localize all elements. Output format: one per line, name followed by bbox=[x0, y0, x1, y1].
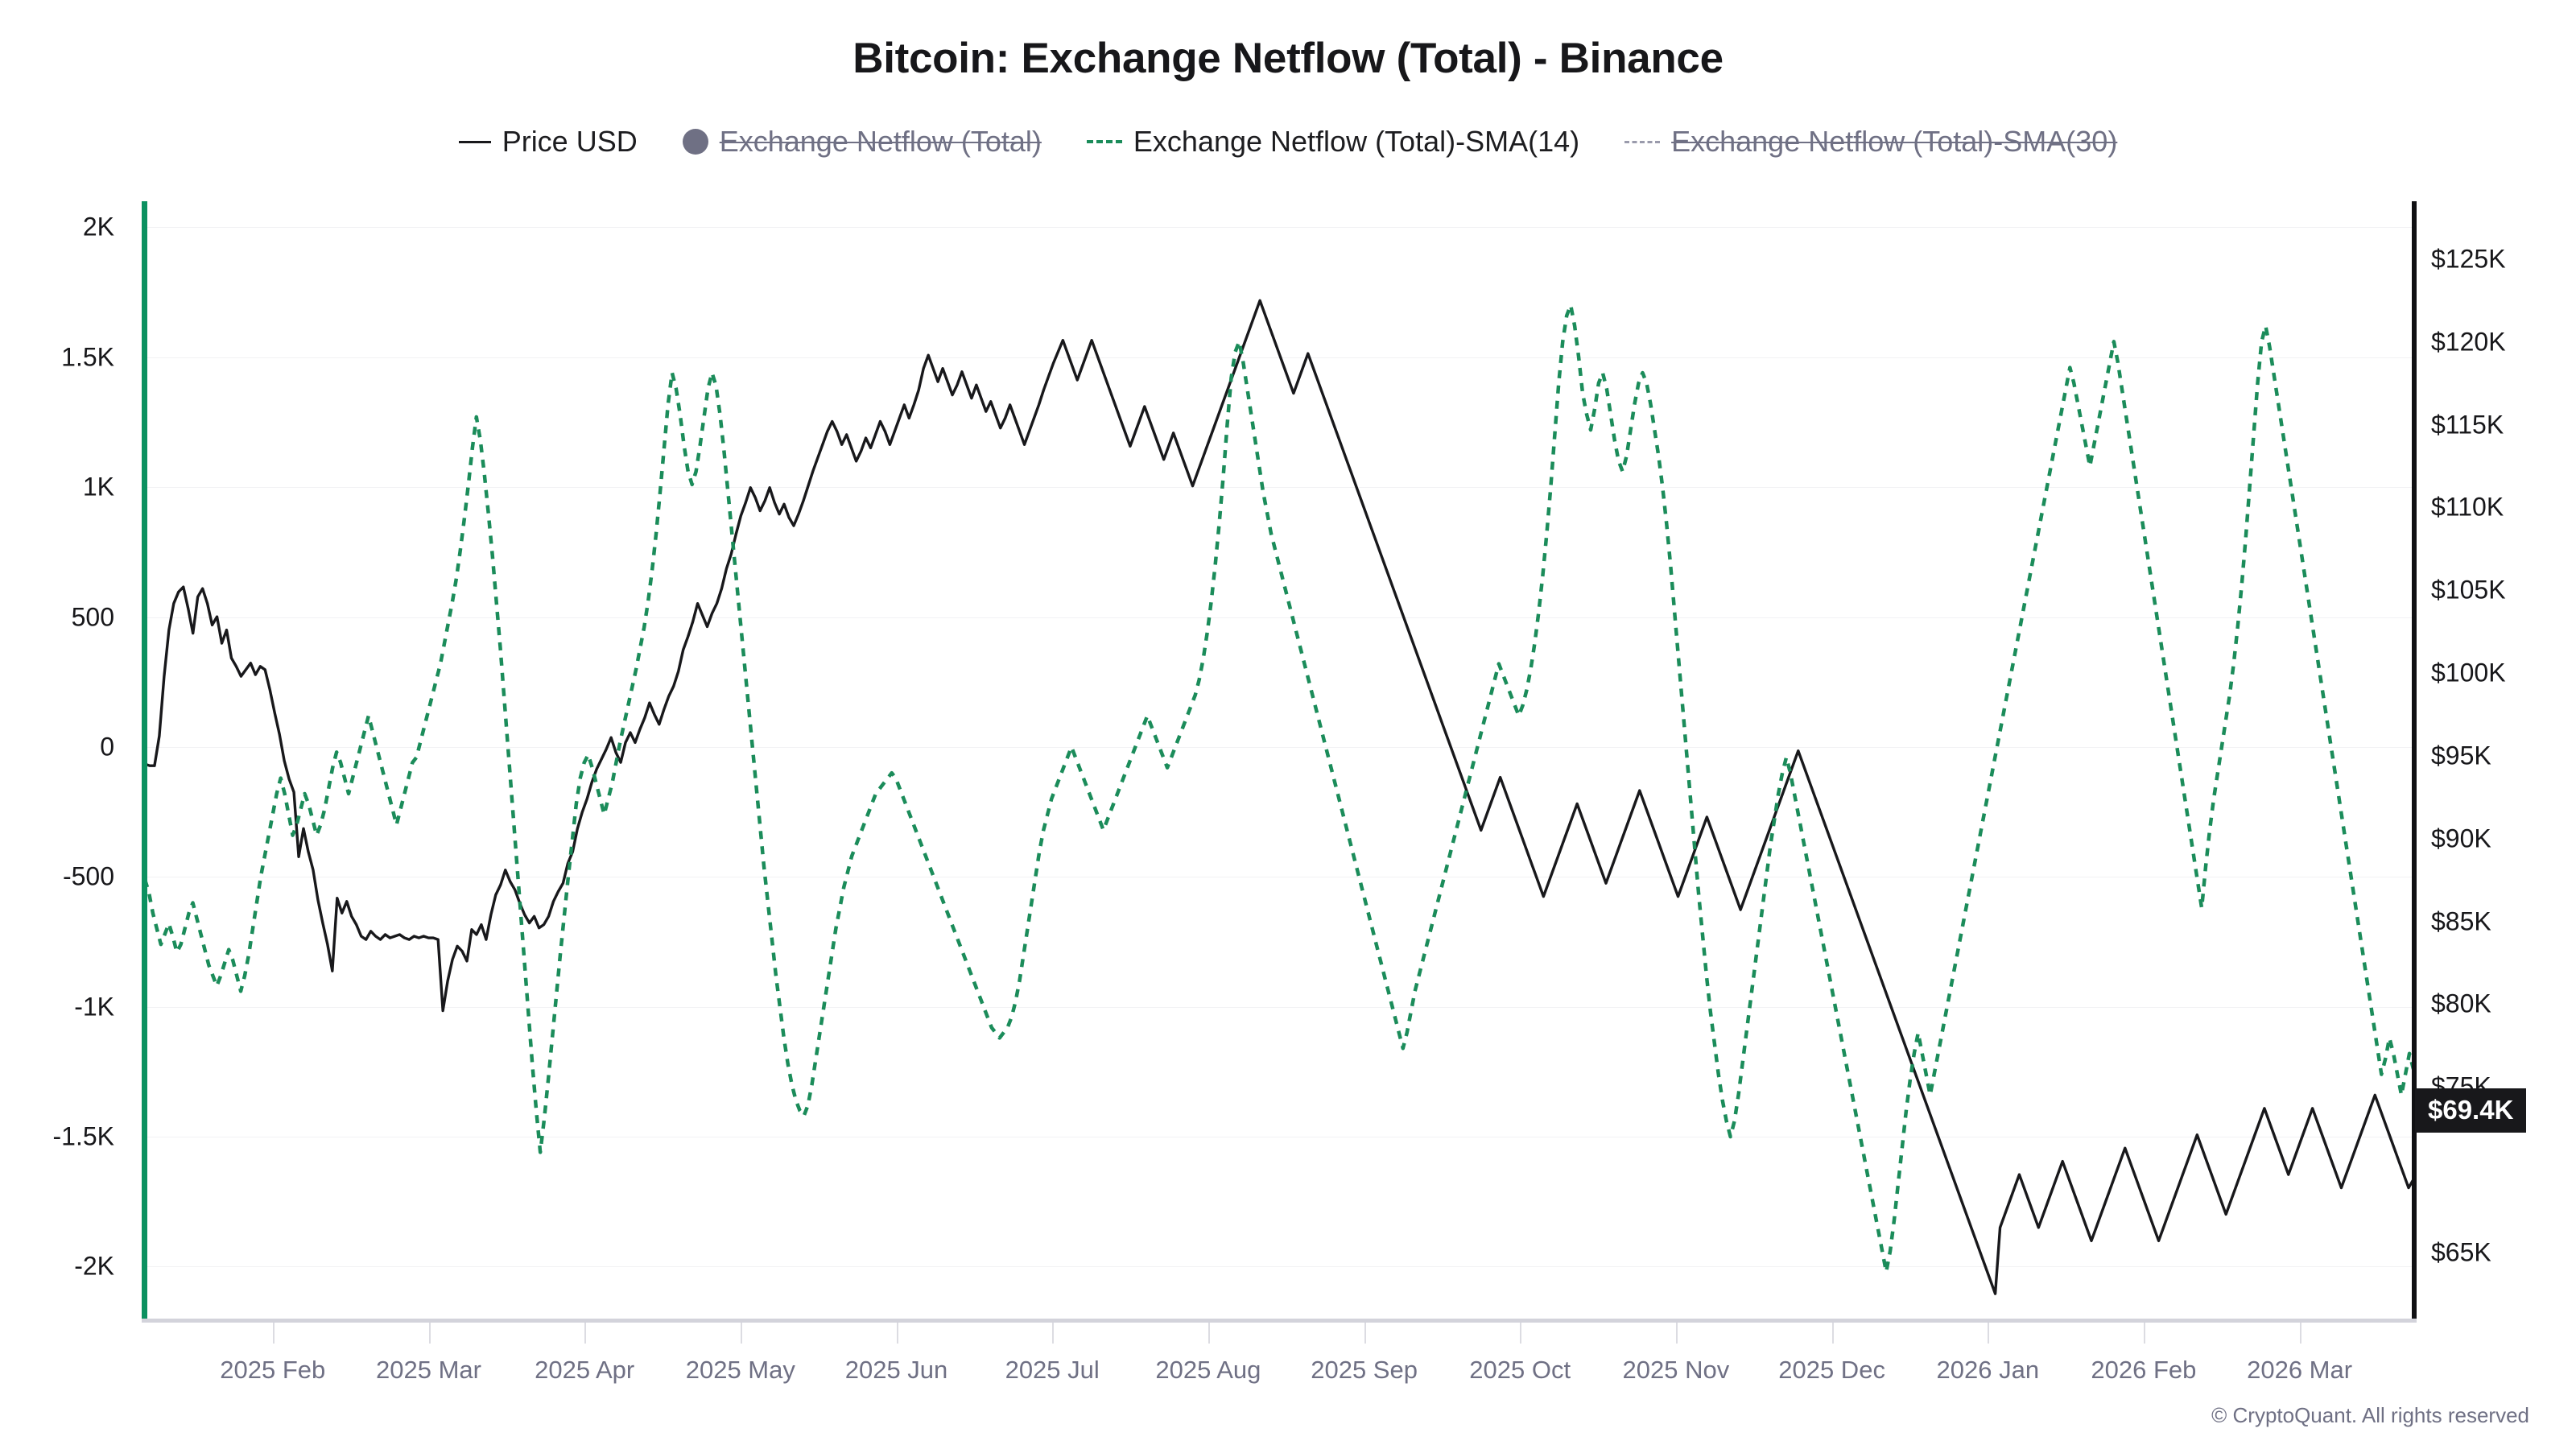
y-axis-right-tick-label: $90K bbox=[2431, 824, 2491, 853]
legend-item-price-usd[interactable]: Price USD bbox=[458, 125, 638, 159]
y-axis-left-labels: 2K 1.5K 1K 500 0 -500 -1K -1.5K -2K bbox=[0, 0, 129, 1449]
y-axis-left-tick-label: -2K bbox=[74, 1251, 114, 1281]
y-axis-left-tick-label: 1K bbox=[82, 472, 114, 502]
legend-item-exchange-netflow-sma14[interactable]: Exchange Netflow (Total)-SMA(14) bbox=[1086, 125, 1580, 159]
y-axis-left-tick-label: 500 bbox=[71, 602, 114, 631]
dashed-line-marker-icon bbox=[1086, 140, 1122, 143]
x-axis-tick-label: 2025 Nov bbox=[1622, 1356, 1730, 1384]
x-axis-tick bbox=[2143, 1323, 2145, 1344]
y-axis-left-tick-label: 0 bbox=[100, 732, 114, 762]
x-axis-tick bbox=[1208, 1323, 1210, 1344]
gridline bbox=[145, 1266, 2413, 1268]
legend-item-exchange-netflow-sma30[interactable]: Exchange Netflow (Total)-SMA(30) bbox=[1624, 125, 2117, 159]
gridline bbox=[145, 1006, 2413, 1008]
y-axis-right-tick-label: $85K bbox=[2431, 906, 2491, 935]
x-axis-tick bbox=[896, 1323, 898, 1344]
dot-marker-icon bbox=[682, 129, 708, 155]
gridline bbox=[145, 227, 2413, 229]
y-axis-right-tick-label: $120K bbox=[2431, 327, 2506, 357]
y-axis-right-tick-label: $105K bbox=[2431, 575, 2506, 605]
current-price-badge: $69.4K bbox=[2415, 1088, 2527, 1133]
x-axis-tick-label: 2026 Mar bbox=[2247, 1356, 2353, 1384]
x-axis-tick-label: 2025 Sep bbox=[1311, 1356, 1418, 1384]
x-axis-tick-label: 2025 Aug bbox=[1155, 1356, 1261, 1384]
x-axis-tick-label: 2026 Feb bbox=[2091, 1356, 2197, 1384]
y-axis-left-tick-label: -500 bbox=[62, 861, 114, 891]
x-axis-tick-label: 2025 Jun bbox=[844, 1356, 948, 1384]
x-axis-tick bbox=[428, 1323, 431, 1344]
y-axis-right-tick-label: $115K bbox=[2431, 410, 2504, 440]
y-axis-right-tick-label: $110K bbox=[2431, 492, 2504, 522]
gridline bbox=[145, 617, 2413, 618]
x-axis-tick bbox=[2299, 1323, 2301, 1344]
y-axis-left-tick-label: -1.5K bbox=[52, 1121, 114, 1151]
x-axis-tick-label: 2025 Apr bbox=[535, 1356, 635, 1384]
legend-label: Exchange Netflow (Total)-SMA(30) bbox=[1671, 125, 2118, 158]
y-axis-right-tick-label: $65K bbox=[2431, 1237, 2491, 1267]
dashed-line-marker-icon bbox=[1624, 140, 1661, 143]
gridline bbox=[145, 746, 2413, 748]
legend-label: Price USD bbox=[502, 125, 638, 158]
legend-label: Exchange Netflow (Total) bbox=[719, 125, 1042, 158]
y-axis-left-tick-label: -1K bbox=[74, 992, 114, 1022]
y-axis-right-tick-label: $100K bbox=[2431, 658, 2506, 687]
x-axis-line bbox=[142, 1319, 2417, 1323]
chart-legend: Price USD Exchange Netflow (Total) Excha… bbox=[0, 125, 2576, 159]
x-axis-tick-label: 2025 Mar bbox=[376, 1356, 481, 1384]
x-axis-tick bbox=[272, 1323, 275, 1344]
y-axis-right-labels: $125K $120K $115K $110K $105K $100K $95K $90K $8… bbox=[2431, 0, 2576, 1449]
y-axis-right-tick-label: $125K bbox=[2431, 244, 2506, 274]
legend-item-exchange-netflow-total[interactable]: Exchange Netflow (Total) bbox=[682, 125, 1042, 159]
x-axis-tick bbox=[1520, 1323, 1522, 1344]
x-axis-tick bbox=[1364, 1323, 1366, 1344]
x-axis-tick-label: 2025 May bbox=[685, 1356, 795, 1384]
y-axis-right-tick-label: $95K bbox=[2431, 741, 2491, 770]
x-axis-tick bbox=[740, 1323, 742, 1344]
series-path bbox=[144, 299, 2415, 1295]
legend-label: Exchange Netflow (Total)-SMA(14) bbox=[1133, 125, 1580, 158]
line-marker-icon bbox=[458, 140, 491, 143]
x-axis-tick bbox=[1988, 1323, 1990, 1344]
y-axis-left-tick-label: 2K bbox=[82, 212, 114, 242]
gridline bbox=[145, 357, 2413, 358]
y-axis-right-tick-label: $80K bbox=[2431, 989, 2491, 1018]
x-axis-tick-label: 2025 Dec bbox=[1778, 1356, 1885, 1384]
x-axis-tick bbox=[584, 1323, 587, 1344]
copyright-footer: © CryptoQuant. All rights reserved bbox=[2211, 1403, 2529, 1427]
x-axis-tick-label: 2025 Jul bbox=[1005, 1356, 1100, 1384]
x-axis-tick-label: 2026 Jan bbox=[1936, 1356, 2040, 1384]
x-axis-tick-label: 2025 Feb bbox=[220, 1356, 326, 1384]
gridline bbox=[145, 487, 2413, 489]
x-axis-tick bbox=[1052, 1323, 1055, 1344]
series-path bbox=[142, 303, 2416, 1274]
series-lines bbox=[142, 299, 2416, 1295]
plot-area bbox=[142, 201, 2416, 1319]
y-axis-left-tick-label: 1.5K bbox=[61, 342, 114, 372]
plot-background bbox=[145, 201, 2413, 1319]
x-axis-tick bbox=[1831, 1323, 1834, 1344]
page-title: Bitcoin: Exchange Netflow (Total) - Bina… bbox=[852, 35, 1724, 82]
y-axis-left-line bbox=[142, 201, 147, 1320]
x-axis-tick-label: 2025 Oct bbox=[1469, 1356, 1571, 1384]
x-axis-tick bbox=[1675, 1323, 1678, 1344]
y-axis-right-line bbox=[2412, 201, 2417, 1320]
